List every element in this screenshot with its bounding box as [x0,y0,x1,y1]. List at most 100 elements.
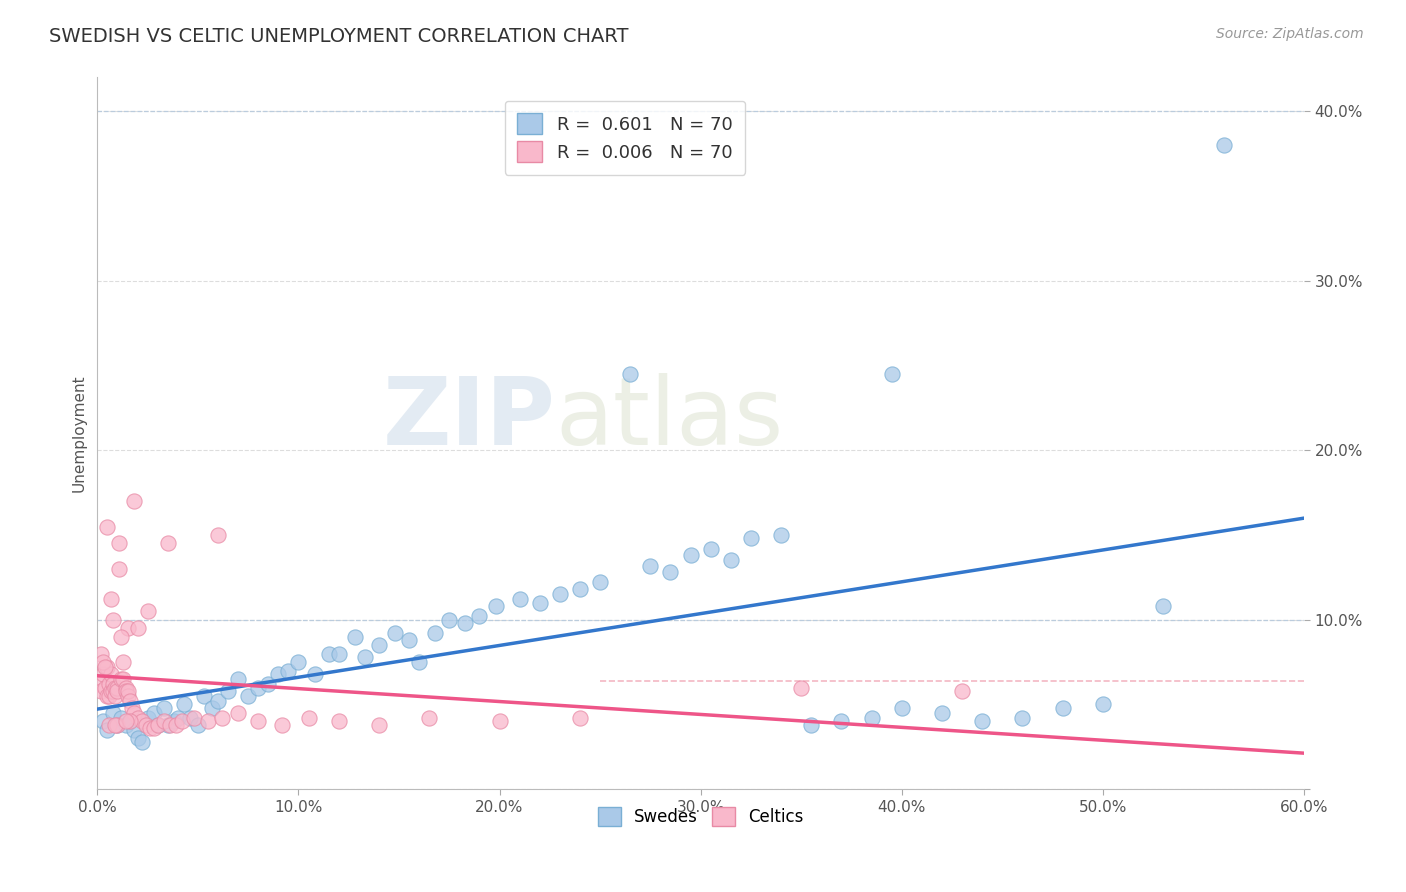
Point [118,714,141,729]
Point [117,689,139,703]
Point [207,694,229,708]
Legend: Swedes, Celtics: Swedes, Celtics [589,798,811,834]
Point [107,684,129,698]
Point [96,519,118,533]
Point [343,630,366,644]
Point [104,689,127,703]
Point [93,714,115,729]
Point [890,701,912,715]
Point [117,621,139,635]
Y-axis label: Unemployment: Unemployment [72,375,86,492]
Point [108,536,131,550]
Point [367,718,389,732]
Point [110,711,132,725]
Point [117,684,139,698]
Point [197,714,219,729]
Text: atlas: atlas [555,373,785,465]
Point [103,706,125,720]
Point [118,714,141,729]
Point [201,701,224,715]
Point [122,494,145,508]
Point [931,706,953,720]
Point [94,660,117,674]
Point [142,706,165,720]
Point [509,592,531,607]
Point [89,677,111,691]
Point [1212,138,1234,153]
Point [238,689,260,703]
Point [384,626,406,640]
Point [94,681,117,695]
Point [104,718,127,732]
Point [589,575,612,590]
Point [93,655,115,669]
Point [107,718,129,732]
Point [193,689,215,703]
Point [439,613,461,627]
Text: ZIP: ZIP [382,373,555,465]
Point [146,718,169,732]
Point [699,541,721,556]
Point [122,723,145,737]
Point [114,714,136,729]
Point [972,714,994,729]
Point [121,701,143,715]
Point [96,660,118,674]
Point [131,714,153,729]
Point [659,566,682,580]
Point [96,723,118,737]
Point [267,667,290,681]
Point [108,562,131,576]
Point [112,672,135,686]
Point [425,626,447,640]
Point [247,714,270,729]
Point [136,604,159,618]
Point [1052,701,1074,715]
Point [90,647,112,661]
Point [860,711,883,725]
Point [112,655,135,669]
Point [166,711,188,725]
Point [271,718,294,732]
Point [226,706,249,720]
Text: Source: ZipAtlas.com: Source: ZipAtlas.com [1216,27,1364,41]
Point [328,714,350,729]
Point [98,689,121,703]
Point [138,721,160,735]
Point [96,689,118,703]
Point [114,681,136,695]
Point [488,714,510,729]
Point [529,596,551,610]
Point [165,718,187,732]
Point [640,558,662,573]
Point [287,655,309,669]
Point [1011,711,1033,725]
Point [163,714,186,729]
Point [484,599,506,614]
Point [367,638,389,652]
Point [328,647,350,661]
Point [304,667,326,681]
Text: SWEDISH VS CELTIC UNEMPLOYMENT CORRELATION CHART: SWEDISH VS CELTIC UNEMPLOYMENT CORRELATI… [49,27,628,45]
Point [398,633,420,648]
Point [127,621,149,635]
Point [569,582,592,597]
Point [110,630,132,644]
Point [152,714,174,729]
Point [127,711,149,725]
Point [114,718,136,732]
Point [156,536,179,550]
Point [114,684,136,698]
Point [90,684,112,698]
Point [468,609,491,624]
Point [98,718,121,732]
Point [100,667,122,681]
Point [146,718,169,732]
Point [103,613,125,627]
Point [173,698,195,712]
Point [770,528,793,542]
Point [107,681,129,695]
Point [98,677,121,691]
Point [170,714,193,729]
Point [131,735,153,749]
